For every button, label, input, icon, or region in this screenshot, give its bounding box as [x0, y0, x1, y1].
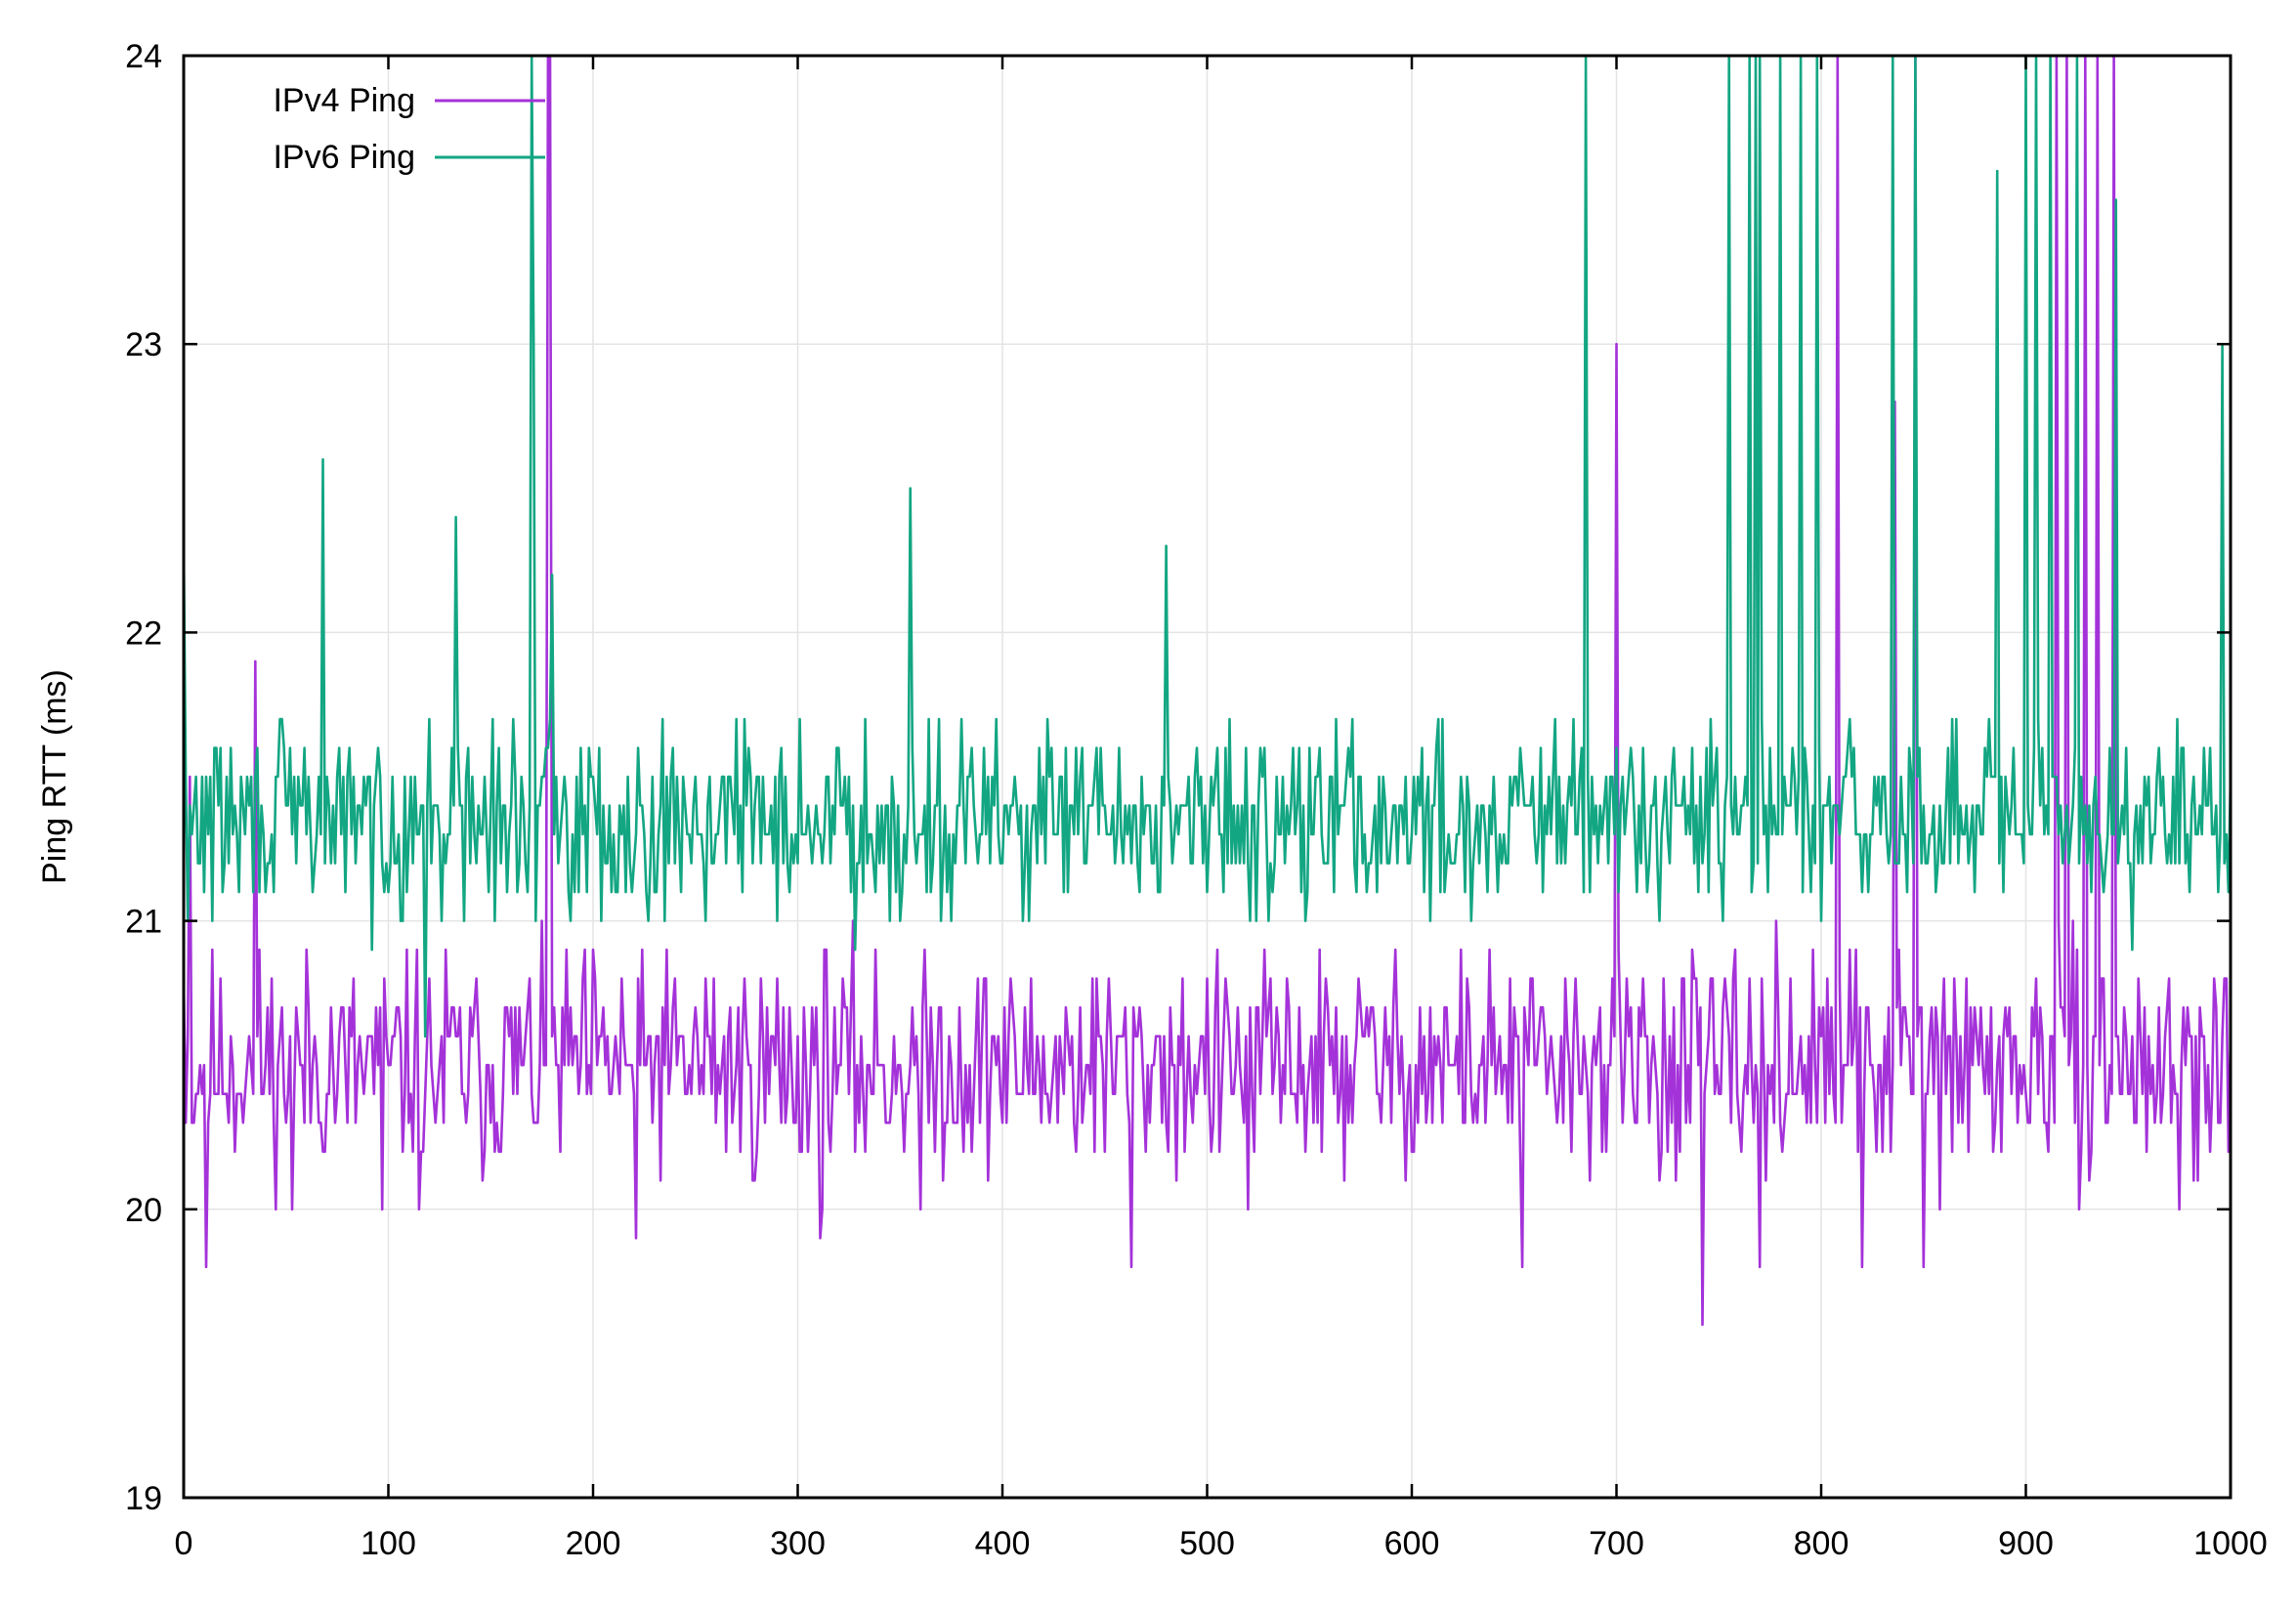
series-line-ipv6: [184, 56, 2231, 1038]
y-axis-label: Ping RTT (ms): [36, 669, 73, 884]
series-line-ipv4: [184, 56, 2231, 1327]
legend: IPv4 Ping IPv6 Ping: [273, 82, 545, 176]
grid: [184, 56, 2231, 1498]
axis-ticks: 0 100 200 300 400 500 600 700 800 900 1000 19 20 21 22…: [125, 38, 2268, 1562]
y-tick-label: 20: [125, 1192, 162, 1229]
x-tick-label: 0: [175, 1525, 193, 1562]
x-tick-label: 900: [1998, 1525, 2054, 1562]
x-tick-label: 500: [1179, 1525, 1235, 1562]
x-tick-label: 700: [1589, 1525, 1644, 1562]
y-tick-label: 24: [125, 38, 162, 75]
x-tick-label: 100: [361, 1525, 416, 1562]
legend-label-ipv6: IPv6 Ping: [273, 139, 415, 176]
series-layer: [184, 56, 2231, 1327]
x-tick-label: 200: [566, 1525, 621, 1562]
x-tick-label: 400: [975, 1525, 1031, 1562]
y-tick-label: 21: [125, 904, 162, 941]
y-tick-label: 23: [125, 326, 162, 363]
y-tick-label: 22: [125, 615, 162, 652]
x-tick-label: 1000: [2193, 1525, 2268, 1562]
x-tick-label: 600: [1384, 1525, 1440, 1562]
x-tick-label: 800: [1794, 1525, 1850, 1562]
y-tick-label: 19: [125, 1480, 162, 1517]
legend-label-ipv4: IPv4 Ping: [273, 82, 415, 119]
x-tick-label: 300: [770, 1525, 826, 1562]
